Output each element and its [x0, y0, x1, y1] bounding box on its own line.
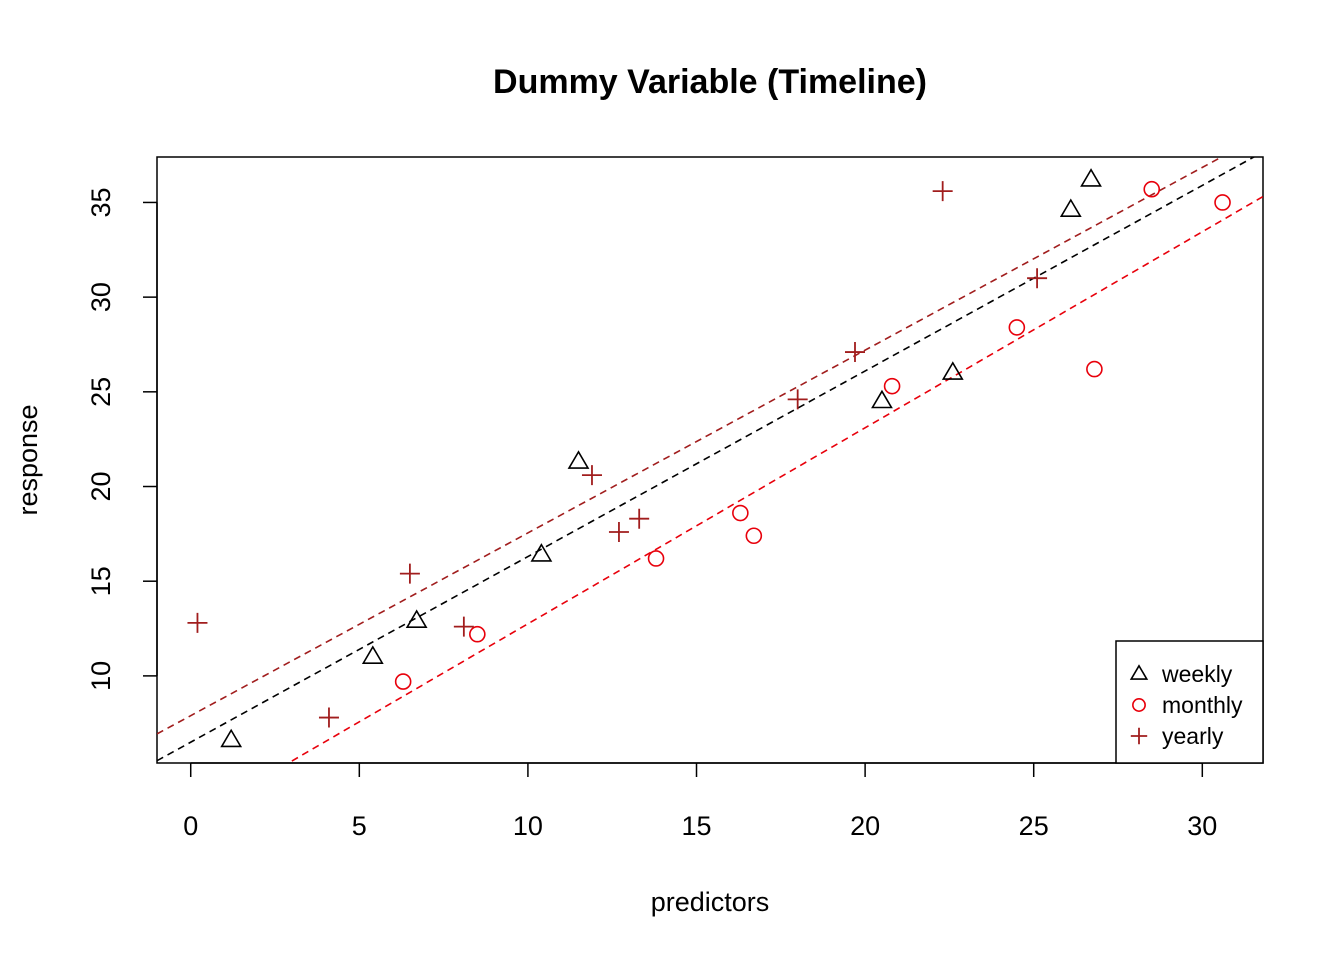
x-tick-label: 15	[681, 811, 711, 841]
point-monthly	[647, 550, 665, 567]
fit-lines	[157, 157, 1263, 763]
x-tick-label: 25	[1019, 811, 1049, 841]
point-yearly	[629, 508, 650, 529]
point-weekly	[405, 609, 428, 628]
y-tick-label: 30	[86, 282, 116, 312]
fit-line-monthly	[286, 195, 1263, 763]
point-weekly	[530, 543, 553, 562]
y-tick-label: 15	[86, 566, 116, 596]
point-yearly	[187, 612, 208, 633]
y-axis-label: response	[13, 404, 43, 515]
point-yearly	[608, 521, 629, 542]
chart-title: Dummy Variable (Timeline)	[493, 63, 927, 101]
x-axis-label: predictors	[651, 887, 770, 917]
x-tick-label: 10	[513, 811, 543, 841]
y-tick-label: 35	[86, 187, 116, 217]
legend-marker-weekly	[1129, 664, 1149, 680]
y-tick-label: 25	[86, 377, 116, 407]
x-tick-label: 0	[183, 811, 198, 841]
point-monthly	[394, 673, 412, 690]
point-yearly	[787, 389, 808, 410]
point-yearly	[1027, 268, 1048, 289]
point-yearly	[453, 616, 474, 637]
legend-box	[1115, 640, 1264, 764]
point-monthly	[732, 504, 749, 522]
point-yearly	[932, 181, 953, 202]
point-monthly	[1008, 319, 1026, 336]
legend-marker-yearly	[1130, 727, 1148, 745]
point-monthly	[883, 377, 901, 395]
x-tick-label: 30	[1187, 811, 1217, 841]
legend-label-weekly: weekly	[1161, 661, 1233, 687]
point-weekly	[567, 450, 590, 469]
y-tick-label: 10	[86, 661, 116, 691]
legend: weekly monthly yearly	[1115, 640, 1264, 764]
point-yearly	[844, 342, 865, 363]
point-yearly	[399, 563, 420, 584]
legend-marker-monthly	[1132, 698, 1146, 712]
point-weekly	[941, 361, 964, 380]
y-axis: 10 15 20 25 30 35	[86, 187, 158, 691]
point-yearly	[318, 707, 339, 728]
x-axis: 0 5 10 15 20 25 30	[183, 762, 1217, 841]
point-monthly	[1143, 180, 1161, 198]
point-weekly	[220, 728, 243, 748]
point-yearly	[581, 465, 602, 486]
point-monthly	[745, 527, 763, 545]
x-tick-label: 20	[850, 811, 880, 841]
y-tick-label: 20	[86, 471, 116, 501]
legend-label-yearly: yearly	[1162, 723, 1224, 749]
plot-frame	[156, 156, 1264, 764]
point-weekly	[871, 389, 893, 409]
fit-line-yearly	[157, 157, 1224, 735]
legend-label-monthly: monthly	[1162, 692, 1243, 718]
x-tick-label: 5	[352, 811, 367, 841]
point-monthly	[469, 625, 486, 643]
point-weekly	[1059, 198, 1082, 218]
point-monthly	[1214, 194, 1231, 211]
point-monthly	[1086, 360, 1103, 378]
point-weekly	[1080, 168, 1102, 187]
data-points	[187, 168, 1231, 748]
fit-line-weekly	[157, 157, 1256, 762]
point-weekly	[361, 645, 384, 664]
